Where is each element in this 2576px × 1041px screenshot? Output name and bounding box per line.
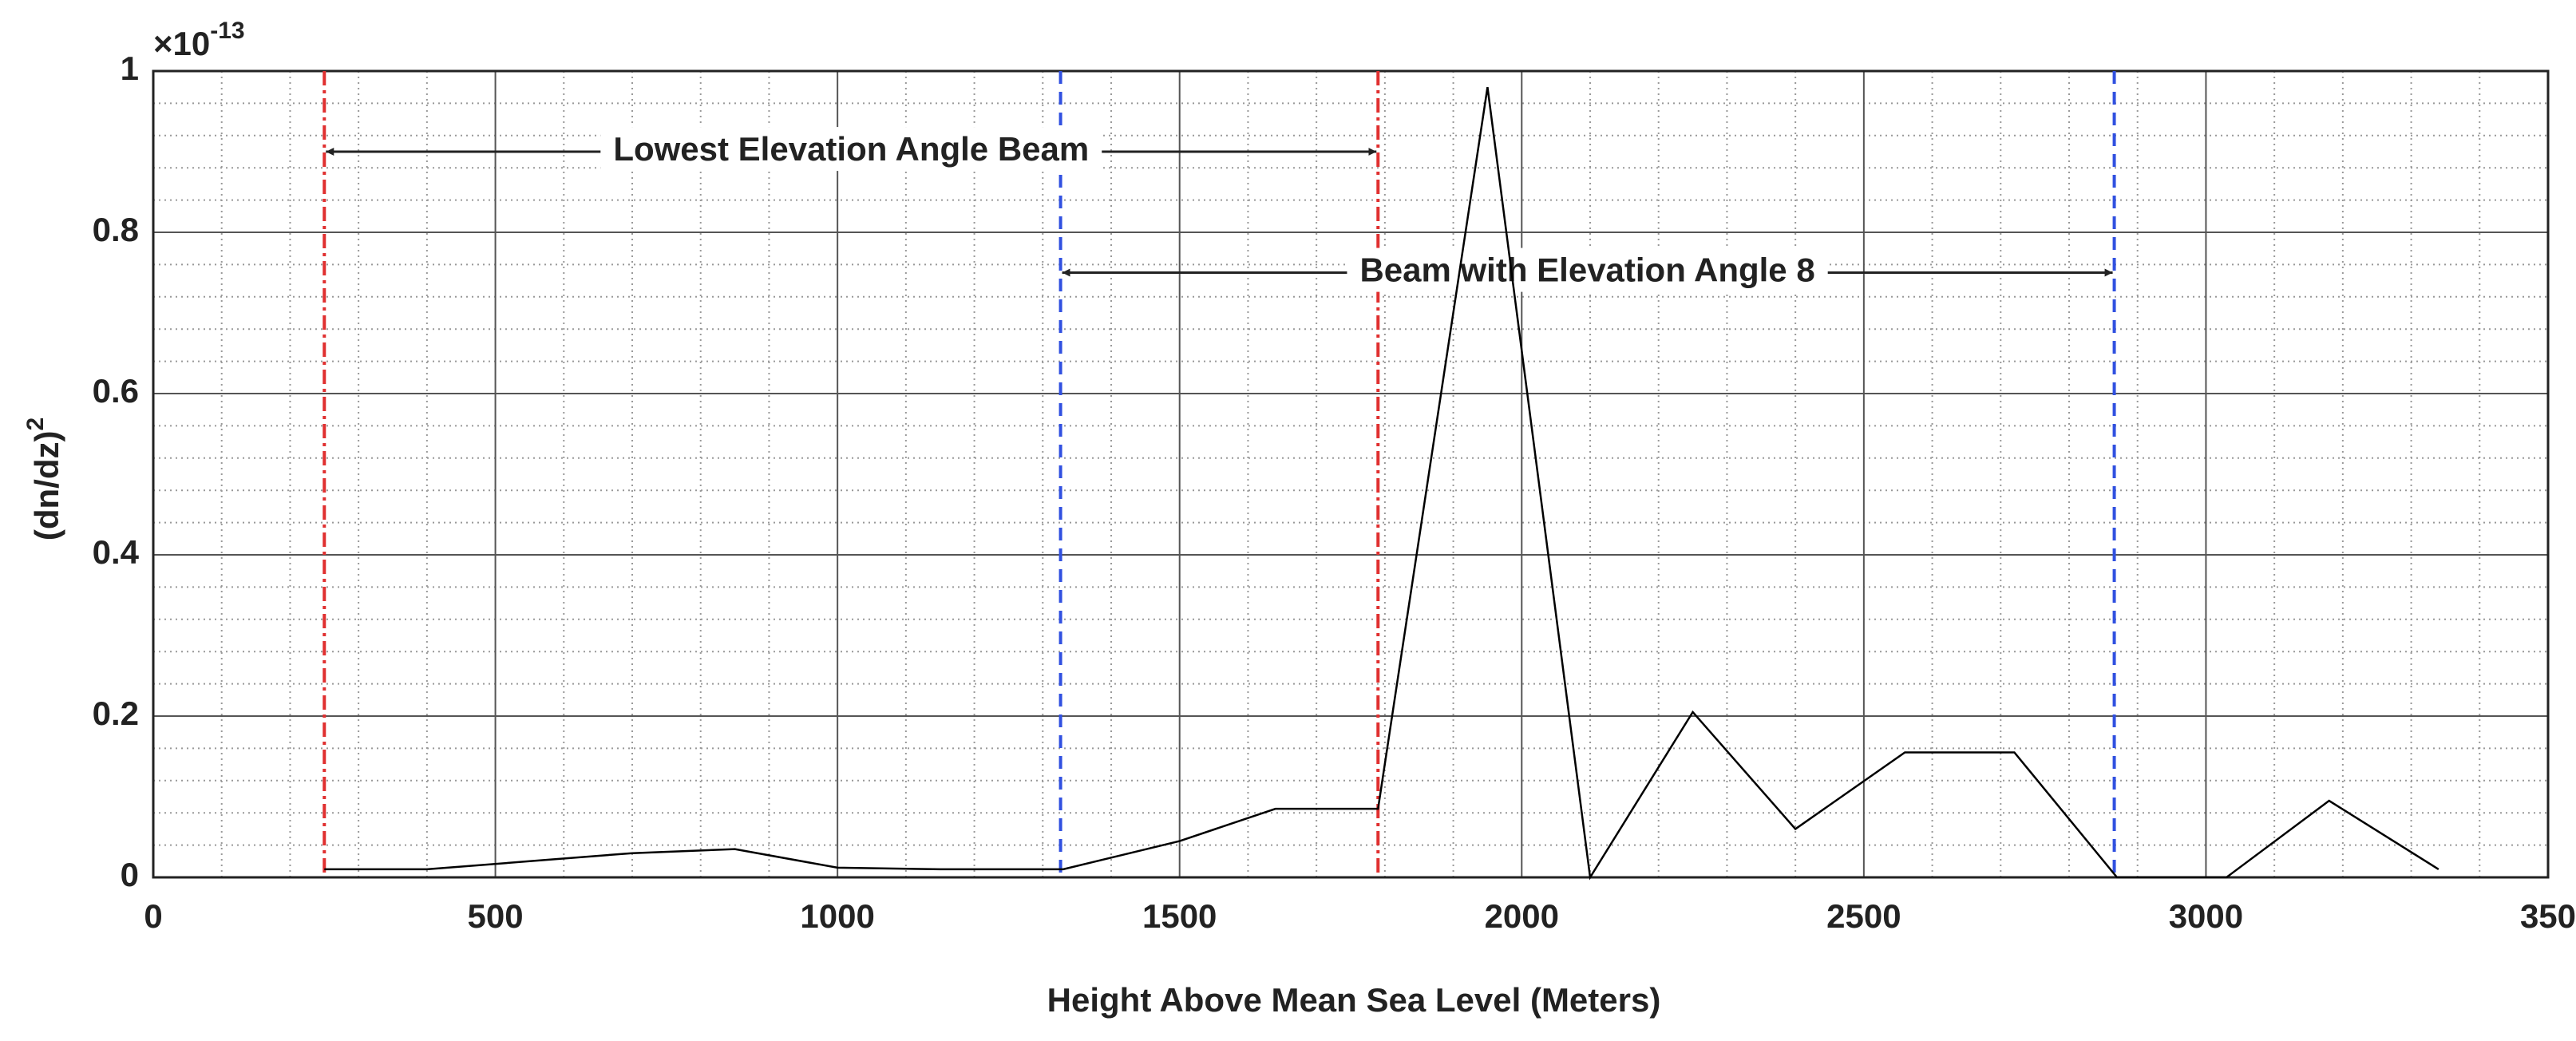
annotation-text: Lowest Elevation Angle Beam	[613, 130, 1089, 168]
data-line	[324, 87, 2439, 881]
grid	[152, 69, 2550, 879]
y-tick-label: 1	[121, 49, 139, 87]
y-axis-label: (dn/dz)2	[22, 418, 65, 540]
annotation-background	[600, 127, 1102, 172]
y-axis-label-base: (dn/dz)	[28, 431, 65, 541]
axis-multiplier: ×10-13	[153, 18, 245, 62]
annotation-background	[1347, 247, 1828, 292]
y-axis-label-exponent: 2	[22, 418, 49, 431]
y-tick-label: 0.8	[93, 211, 139, 248]
x-tick-label: 3000	[2169, 897, 2243, 935]
plot-frame	[152, 69, 2550, 879]
x-tick-label: 1500	[1142, 897, 1217, 935]
y-tick-label: 0	[121, 856, 139, 893]
annotation-text: Beam with Elevation Angle 8	[1359, 251, 1814, 289]
x-tick-label: 500	[468, 897, 524, 935]
y-tick-label: 0.2	[93, 695, 139, 732]
x-tick-label: 2000	[1485, 897, 1559, 935]
x-tick-label: 0	[144, 897, 162, 935]
x-tick-label: 1000	[800, 897, 874, 935]
y-tick-label: 0.4	[93, 533, 140, 571]
y-tick-label: 0.6	[93, 372, 139, 410]
x-tick-label: 2500	[1826, 897, 1901, 935]
multiplier-exponent: -13	[210, 18, 244, 44]
x-tick-label: 350	[2520, 897, 2576, 935]
x-axis-label: Height Above Mean Sea Level (Meters)	[1047, 981, 1661, 1019]
plot: Lowest Elevation Angle Beam Beam with Ele…	[322, 71, 2439, 881]
multiplier-base: ×10	[153, 25, 210, 62]
